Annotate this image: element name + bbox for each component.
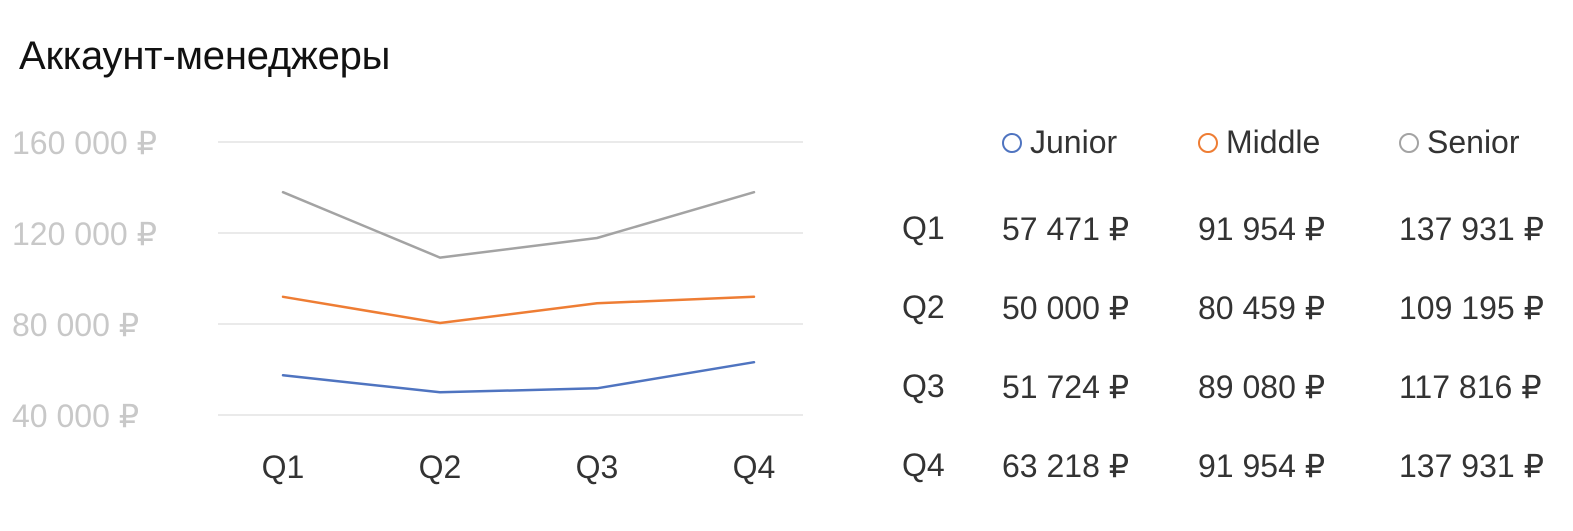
legend-item-middle: Middle (1198, 124, 1320, 161)
cell-senior: 137 931 ₽ (1399, 448, 1544, 484)
row-label: Q3 (902, 368, 945, 404)
cell-junior: 57 471 ₽ (1002, 211, 1130, 247)
y-tick-label: 120 000 ₽ (12, 216, 157, 252)
legend-item-senior: Senior (1399, 124, 1520, 161)
y-tick-label: 160 000 ₽ (12, 125, 157, 161)
y-tick-label: 40 000 ₽ (12, 398, 139, 434)
cell-junior: 50 000 ₽ (1002, 290, 1130, 326)
cell-senior: 137 931 ₽ (1399, 211, 1544, 247)
row-label: Q4 (902, 447, 945, 483)
table-row-q1: Q1 57 471 ₽ 91 954 ₽ 137 931 ₽ (900, 210, 1560, 254)
legend-marker-senior-icon (1399, 132, 1419, 153)
legend-label-junior: Junior (1030, 124, 1118, 160)
series-line-junior (281, 360, 756, 394)
cell-middle: 80 459 ₽ (1198, 290, 1326, 326)
cell-middle: 91 954 ₽ (1198, 448, 1326, 484)
cell-middle: 89 080 ₽ (1198, 369, 1326, 405)
table-row-q3: Q3 51 724 ₽ 89 080 ₽ 117 816 ₽ (900, 368, 1560, 412)
x-tick-label: Q1 (262, 449, 305, 485)
series-line-middle (281, 295, 756, 325)
series-line-senior (281, 190, 756, 259)
cell-middle: 91 954 ₽ (1198, 211, 1326, 247)
cell-junior: 51 724 ₽ (1002, 369, 1130, 405)
legend-label-senior: Senior (1427, 124, 1520, 160)
cell-senior: 109 195 ₽ (1399, 290, 1544, 326)
legend-item-junior: Junior (1002, 124, 1117, 161)
row-label: Q1 (902, 210, 945, 246)
legend-marker-middle-icon (1198, 132, 1218, 153)
cell-junior: 63 218 ₽ (1002, 448, 1130, 484)
line-chart: 40 000 ₽ 80 000 ₽ 120 000 ₽ 160 000 ₽ Q1 Q2 Q3… (12, 125, 803, 485)
table-row-q2: Q2 50 000 ₽ 80 459 ₽ 109 195 ₽ (900, 289, 1560, 333)
legend-marker-junior-icon (1002, 132, 1022, 153)
cell-senior: 117 816 ₽ (1399, 369, 1542, 405)
row-label: Q2 (902, 289, 945, 325)
legend-label-middle: Middle (1226, 124, 1321, 160)
table-row-q4: Q4 63 218 ₽ 91 954 ₽ 137 931 ₽ (900, 447, 1560, 491)
y-tick-label: 80 000 ₽ (12, 307, 139, 343)
x-tick-label: Q3 (576, 449, 619, 485)
x-tick-label: Q2 (419, 449, 462, 485)
x-tick-label: Q4 (733, 449, 776, 485)
chart-title: Аккаунт-менеджеры (19, 34, 391, 78)
